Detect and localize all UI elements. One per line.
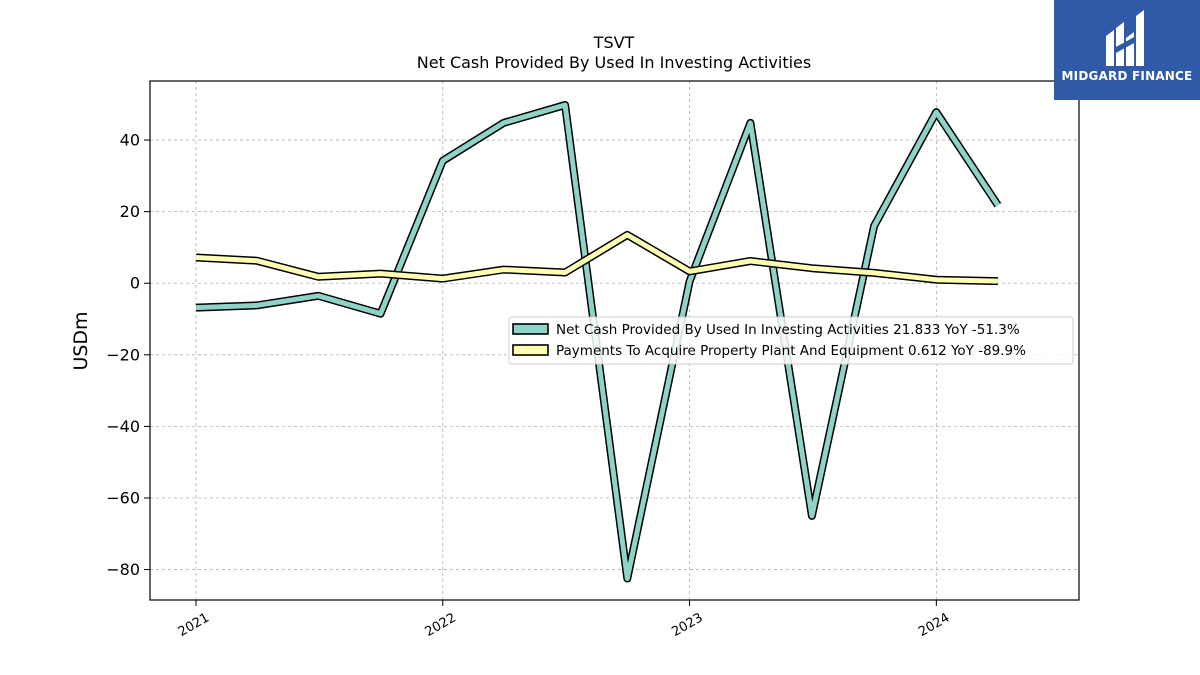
y-tick-label: −80: [106, 560, 140, 579]
y-tick-label: −20: [106, 345, 140, 364]
series-2-line: [195, 232, 998, 284]
x-tick-label: 2024: [916, 610, 952, 640]
y-tick-label: −40: [106, 417, 140, 436]
legend-label-2: Payments To Acquire Property Plant And E…: [556, 343, 1026, 359]
midgard-logo: MIDGARD FINANCE: [1054, 0, 1200, 100]
y-axis: −80 −60 −40 −20 0 20 40: [106, 131, 150, 579]
legend-box: [508, 316, 1074, 365]
y-tick-label: −60: [106, 488, 140, 507]
x-tick-label: 2021: [176, 610, 212, 640]
x-tick-label: 2023: [669, 610, 705, 640]
midgard-logo-icon: [1106, 10, 1144, 66]
chart-subtitle: Net Cash Provided By Used In Investing A…: [417, 53, 811, 72]
y-tick-label: 40: [120, 131, 140, 150]
legend-label-1: Net Cash Provided By Used In Investing A…: [556, 322, 1020, 338]
legend-swatch-2: [512, 344, 549, 356]
y-axis-label: USDm: [70, 311, 92, 370]
y-tick-label: 20: [120, 202, 140, 221]
logo-text: MIDGARD FINANCE: [1061, 69, 1193, 83]
legend-swatch-1: [512, 323, 549, 335]
chart-title: TSVT: [593, 33, 635, 52]
x-tick-label: 2022: [423, 610, 459, 640]
y-tick-label: 0: [130, 274, 140, 293]
x-axis: 2021 2022 2023 2024: [176, 600, 952, 640]
legend: Net Cash Provided By Used In Investing A…: [508, 316, 1074, 365]
plot-frame: [149, 80, 1080, 601]
